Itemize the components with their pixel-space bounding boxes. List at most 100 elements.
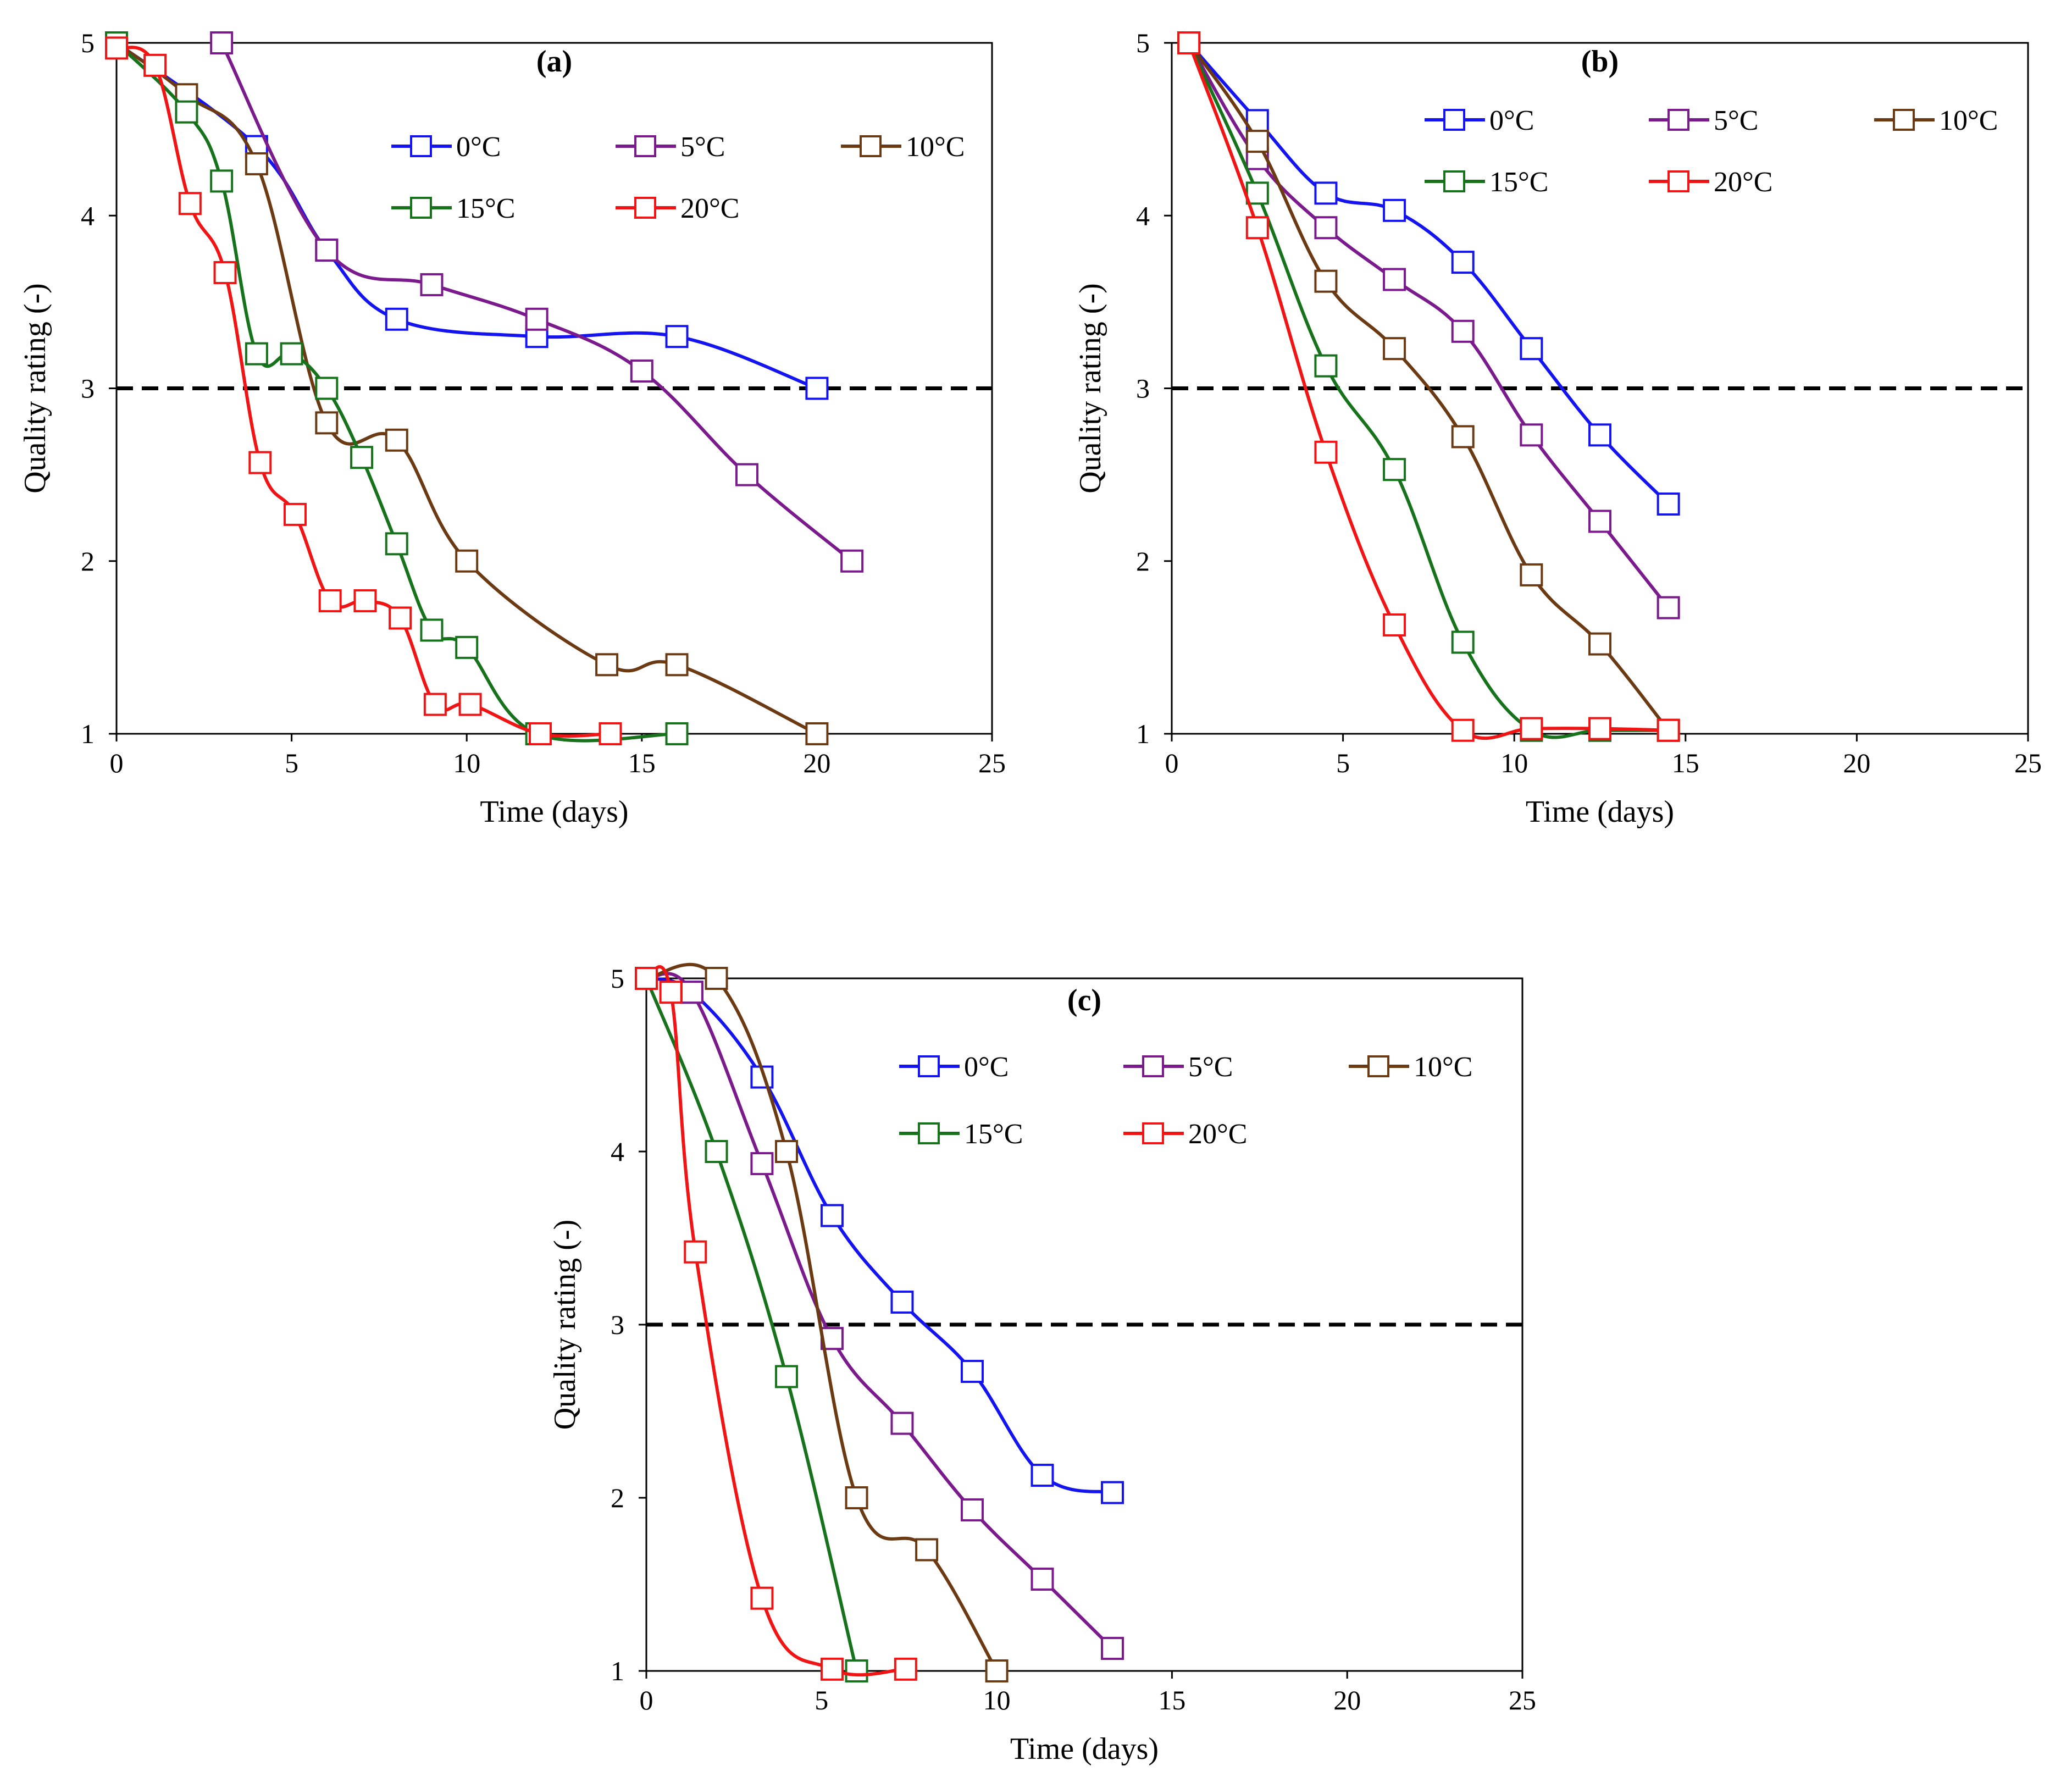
data-point bbox=[525, 307, 549, 331]
data-point bbox=[1451, 319, 1475, 343]
data-point bbox=[894, 1657, 917, 1681]
data-point bbox=[1031, 1568, 1054, 1591]
legend-marker bbox=[410, 135, 432, 157]
data-point bbox=[960, 1360, 984, 1383]
data-point bbox=[1245, 181, 1269, 205]
data-point bbox=[1451, 251, 1475, 274]
legend-label: 0°C bbox=[1489, 105, 1534, 136]
data-point bbox=[1314, 181, 1338, 205]
panel-label: (a) bbox=[536, 45, 572, 79]
data-point bbox=[245, 152, 268, 175]
data-point bbox=[385, 532, 408, 556]
data-point bbox=[845, 1486, 868, 1509]
y-tick-label: 5 bbox=[611, 963, 624, 994]
legend-label: 15°C bbox=[964, 1119, 1023, 1150]
y-tick-label: 4 bbox=[81, 200, 95, 231]
y-tick-label: 1 bbox=[81, 718, 95, 749]
data-point bbox=[705, 1140, 728, 1163]
legend-item-5c: 5°C bbox=[1649, 105, 1758, 136]
data-point bbox=[805, 377, 829, 400]
data-point bbox=[385, 428, 408, 452]
data-point bbox=[1588, 510, 1611, 533]
legend-marker bbox=[1142, 1122, 1164, 1144]
legend-marker bbox=[918, 1122, 940, 1144]
legend-label: 15°C bbox=[1489, 167, 1548, 198]
data-point bbox=[105, 36, 128, 60]
data-point bbox=[1520, 337, 1543, 361]
x-tick-label: 15 bbox=[628, 748, 656, 778]
legend-marker bbox=[1667, 170, 1689, 192]
data-point bbox=[1383, 458, 1406, 481]
data-point bbox=[635, 967, 658, 990]
legend-marker bbox=[918, 1055, 940, 1077]
data-point bbox=[1101, 1481, 1124, 1504]
x-tick-label: 5 bbox=[1336, 748, 1350, 778]
data-point bbox=[915, 1538, 939, 1562]
data-point bbox=[248, 451, 272, 474]
x-tick-label: 15 bbox=[1158, 1685, 1185, 1715]
data-point bbox=[1314, 269, 1338, 293]
data-point bbox=[595, 653, 619, 677]
series-20c bbox=[105, 36, 622, 745]
x-tick-label: 20 bbox=[803, 748, 830, 778]
data-point bbox=[210, 169, 234, 193]
series-15c bbox=[635, 967, 868, 1682]
series-20c bbox=[635, 965, 917, 1681]
legend-marker bbox=[1443, 109, 1465, 131]
data-point bbox=[659, 981, 683, 1004]
data-point bbox=[245, 342, 268, 366]
data-point bbox=[1657, 718, 1680, 742]
data-point bbox=[1383, 198, 1406, 222]
legend-label: 20°C bbox=[680, 193, 739, 224]
legend-marker bbox=[1893, 109, 1915, 131]
series-0c bbox=[635, 967, 1124, 1504]
data-point bbox=[1314, 440, 1338, 464]
y-tick-label: 4 bbox=[611, 1136, 624, 1167]
legend-item-10c: 10°C bbox=[1874, 105, 1998, 136]
x-axis-label: Time (days) bbox=[480, 795, 628, 829]
chart-panel-a: 0 5 10 15 20 25 1 2 3 4 5 Time (days) Quality rating… bbox=[18, 27, 1006, 829]
data-point bbox=[735, 463, 758, 486]
legend-marker bbox=[1367, 1055, 1389, 1077]
x-tick-label: 5 bbox=[815, 1685, 828, 1715]
y-tick-label: 3 bbox=[1136, 373, 1150, 404]
data-point bbox=[315, 239, 339, 262]
data-point bbox=[1177, 31, 1201, 54]
legend: 0°C 5°C 10°C 15°C 20°C bbox=[391, 131, 965, 224]
data-point bbox=[1520, 423, 1543, 447]
data-point bbox=[455, 549, 479, 573]
data-point bbox=[890, 1411, 914, 1435]
legend-item-15c: 15°C bbox=[1425, 167, 1548, 198]
legend-item-15c: 15°C bbox=[899, 1119, 1023, 1150]
x-tick-label: 5 bbox=[285, 748, 298, 778]
x-tick-label: 0 bbox=[1165, 748, 1179, 778]
legend-item-0c: 0°C bbox=[391, 131, 501, 163]
series-5c bbox=[210, 31, 864, 573]
chart-panel-c: 0 5 10 15 20 25 1 2 3 4 5 Time (days) Quality rating… bbox=[548, 962, 1536, 1766]
data-point bbox=[890, 1291, 914, 1314]
data-point bbox=[280, 342, 303, 366]
data-point bbox=[1245, 216, 1269, 240]
data-point bbox=[315, 411, 339, 435]
legend-label: 5°C bbox=[1714, 105, 1758, 136]
data-point bbox=[213, 261, 237, 284]
legend-marker bbox=[1142, 1055, 1164, 1077]
data-point bbox=[423, 693, 447, 716]
data-point bbox=[1588, 423, 1611, 447]
legend-label: 15°C bbox=[456, 193, 515, 224]
x-tick-label: 0 bbox=[110, 748, 124, 778]
legend-label: 0°C bbox=[964, 1051, 1009, 1083]
data-point bbox=[750, 1586, 774, 1610]
x-tick-label: 10 bbox=[1500, 748, 1528, 778]
x-tick-label: 20 bbox=[1843, 748, 1870, 778]
data-point bbox=[1520, 717, 1543, 740]
legend-label: 5°C bbox=[1188, 1051, 1233, 1083]
data-point bbox=[420, 273, 444, 296]
series-0c bbox=[1177, 31, 1680, 516]
legend-item-5c: 5°C bbox=[1123, 1051, 1233, 1083]
x-tick-label: 0 bbox=[640, 1685, 653, 1715]
legend: 0°C 5°C 10°C 15°C 20°C bbox=[899, 1051, 1472, 1150]
data-point bbox=[420, 618, 444, 642]
y-tick-label: 5 bbox=[81, 27, 95, 58]
data-point bbox=[458, 693, 482, 716]
